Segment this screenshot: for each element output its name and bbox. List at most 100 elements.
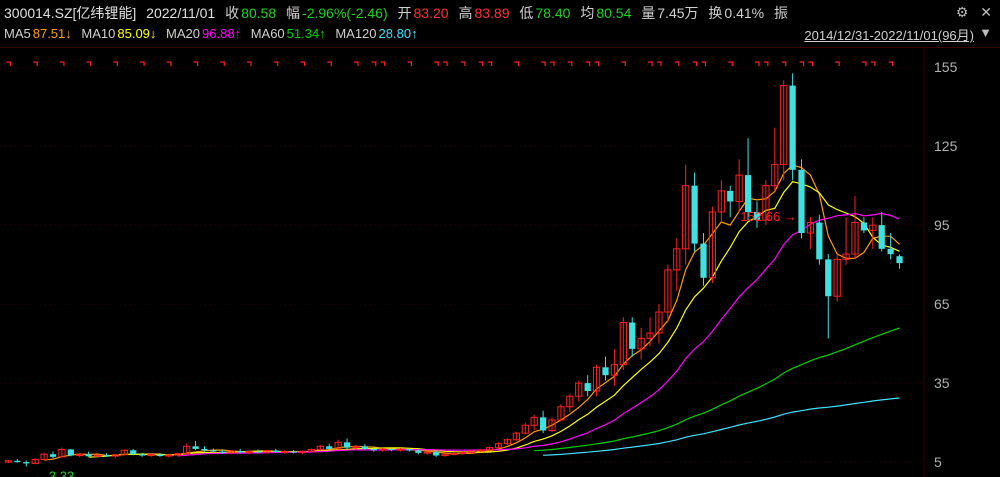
candle-body [388, 448, 395, 450]
chevron-down-icon[interactable]: ▼ [979, 25, 992, 40]
candle-body [629, 322, 636, 349]
candle-body [494, 443, 503, 449]
y-tick-label: 95 [934, 217, 950, 233]
close-icon[interactable]: ✕ [980, 4, 992, 20]
candle-body [727, 190, 734, 202]
candle-body [406, 449, 413, 451]
candle-body [352, 445, 360, 449]
candle-body [316, 445, 324, 450]
ma10-label: MA10 [81, 26, 116, 41]
close-label: 收 [225, 5, 240, 21]
candle-body [798, 169, 805, 234]
candle-body [23, 462, 30, 464]
event-marker [380, 61, 386, 66]
candle-body [753, 211, 761, 220]
candle-body [183, 445, 191, 455]
candle-body [851, 222, 859, 255]
candle-body [103, 455, 110, 457]
candle-body [219, 451, 226, 453]
candle-body [165, 454, 173, 457]
candle-body [130, 450, 137, 455]
header-divider [0, 47, 1000, 48]
min-price-label: ← 3.33 [32, 468, 74, 477]
candle-body [263, 450, 271, 453]
high-label: 高 [458, 5, 473, 21]
event-marker [327, 61, 332, 66]
turnover-label: 换 [708, 5, 723, 21]
date-range-selector[interactable]: 2014/12/31-2022/11/01(96月) [804, 25, 974, 44]
event-marker [567, 61, 573, 66]
event-marker [674, 61, 680, 66]
event-marker [6, 61, 12, 66]
candle-body [789, 85, 796, 170]
ticker-label[interactable]: 300014.SZ[亿纬锂能] [4, 5, 137, 21]
event-marker [514, 61, 519, 66]
event-marker [888, 61, 894, 66]
header-icons: ⚙ ✕ [948, 4, 992, 21]
event-marker [300, 61, 306, 66]
candlestick-chart[interactable]: 5 35 65 95 125 155 152.66 → ← 3.33 [0, 48, 1000, 477]
event-marker [247, 61, 252, 66]
candle-body [744, 175, 752, 212]
event-marker [478, 61, 484, 66]
y-tick-label: 5 [934, 454, 942, 470]
candle-body [396, 448, 405, 451]
candle-body [245, 451, 253, 454]
candle-body [31, 458, 39, 464]
volume-value: 7.45万 [657, 5, 699, 21]
ma10-value: 85.09↓ [117, 26, 157, 41]
event-marker [541, 61, 546, 66]
event-marker [166, 61, 172, 66]
candle-body [423, 451, 431, 454]
candle-body [49, 454, 57, 457]
candle-body [14, 460, 21, 463]
ma60-value: 51.34↑ [286, 26, 326, 41]
candle-body [4, 460, 13, 463]
candle-body [512, 432, 520, 441]
ma5-label: MA5 [4, 26, 31, 41]
candle-body [459, 451, 467, 454]
event-marker [86, 61, 92, 66]
candle-body [548, 419, 556, 432]
event-marker [835, 61, 840, 66]
candle-body [298, 450, 307, 454]
y-tick-label: 155 [934, 59, 958, 75]
ma20-value: 96.88↑ [202, 26, 242, 41]
candle-body [539, 417, 547, 431]
candle-body [40, 453, 48, 460]
ma60-line [534, 327, 900, 452]
candle-body [343, 442, 351, 448]
event-marker [407, 61, 413, 66]
candle-body [334, 441, 342, 450]
candle-body [575, 382, 583, 397]
event-marker [443, 61, 448, 66]
low-value: 78.40 [535, 5, 571, 21]
candle-body [566, 395, 574, 408]
candle-body [379, 448, 387, 451]
event-marker [621, 61, 626, 66]
candle-body [307, 448, 316, 452]
event-marker [550, 61, 555, 66]
candle-body [825, 259, 832, 297]
candle-body [860, 222, 868, 231]
event-marker [870, 61, 876, 66]
ma120-value: 28.80↑ [378, 26, 418, 41]
event-marker [59, 61, 65, 66]
event-marker [656, 61, 662, 66]
candle-body [120, 449, 128, 456]
candle-body [664, 269, 672, 313]
open-value: 83.20 [413, 5, 449, 21]
candle-body [85, 454, 92, 457]
ma60-label: MA60 [250, 26, 285, 41]
candle-body [673, 248, 681, 271]
settings-icon[interactable]: ⚙ [955, 4, 969, 20]
ma20-line [177, 212, 900, 457]
candle-body [771, 164, 779, 187]
date-range-label: 2014/12/31-2022/11/01(96月) [804, 28, 974, 43]
candle-body [682, 185, 690, 250]
candle-body [58, 448, 66, 458]
event-marker [799, 61, 805, 66]
candle-body [869, 224, 877, 231]
date-label: 2022/11/01 [146, 5, 216, 21]
y-tick-label: 125 [934, 138, 958, 154]
